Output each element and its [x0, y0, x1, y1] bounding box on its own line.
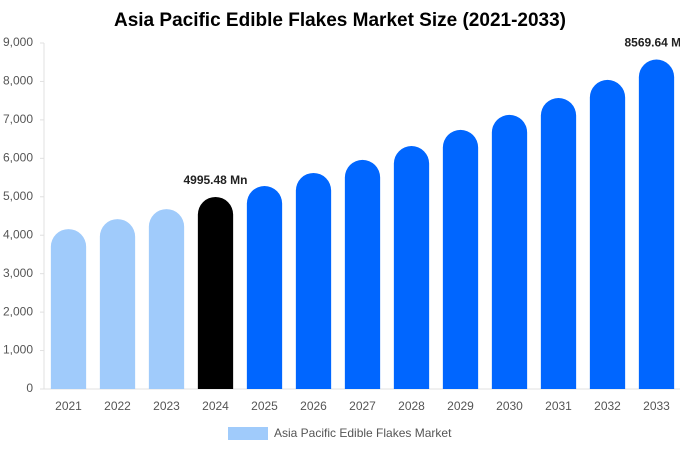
- bar: [344, 159, 381, 389]
- legend-label: Asia Pacific Edible Flakes Market: [274, 426, 452, 440]
- y-tick-label: 0: [26, 381, 33, 395]
- bar: [393, 146, 430, 389]
- bar: [197, 196, 234, 389]
- bar: [246, 186, 283, 389]
- value-label: 4995.48 Mn: [183, 173, 247, 187]
- x-tick-label: 2032: [594, 399, 621, 413]
- bar: [442, 129, 479, 389]
- bar: [148, 209, 185, 389]
- y-tick-label: 4,000: [3, 227, 33, 241]
- x-tick-label: 2030: [496, 399, 523, 413]
- x-tick-label: 2025: [251, 399, 278, 413]
- y-tick-label: 2,000: [3, 304, 33, 318]
- x-tick-label: 2026: [300, 399, 327, 413]
- value-label: 8569.64 Mn: [624, 36, 680, 50]
- x-tick-label: 2027: [349, 399, 376, 413]
- y-tick-label: 5,000: [3, 189, 33, 203]
- bar: [295, 172, 332, 389]
- x-tick-label: 2023: [153, 399, 180, 413]
- bar: [50, 229, 87, 389]
- chart-title: Asia Pacific Edible Flakes Market Size (…: [114, 10, 566, 31]
- x-tick-label: 2029: [447, 399, 474, 413]
- bar: [638, 59, 675, 389]
- bar: [540, 97, 577, 390]
- y-tick-label: 1,000: [3, 343, 33, 357]
- x-tick-label: 2028: [398, 399, 425, 413]
- y-tick-label: 3,000: [3, 266, 33, 280]
- bar: [589, 79, 626, 390]
- x-tick-label: 2031: [545, 399, 572, 413]
- x-tick-label: 2033: [643, 399, 670, 413]
- legend-swatch: [228, 427, 268, 440]
- y-tick-label: 8,000: [3, 74, 33, 88]
- bar: [99, 219, 136, 389]
- x-tick-label: 2024: [202, 399, 229, 413]
- x-tick-label: 2022: [104, 399, 131, 413]
- y-tick-label: 6,000: [3, 151, 33, 165]
- x-tick-label: 2021: [55, 399, 82, 413]
- y-tick-label: 7,000: [3, 112, 33, 126]
- y-tick-label: 9,000: [3, 35, 33, 49]
- bar: [491, 114, 528, 389]
